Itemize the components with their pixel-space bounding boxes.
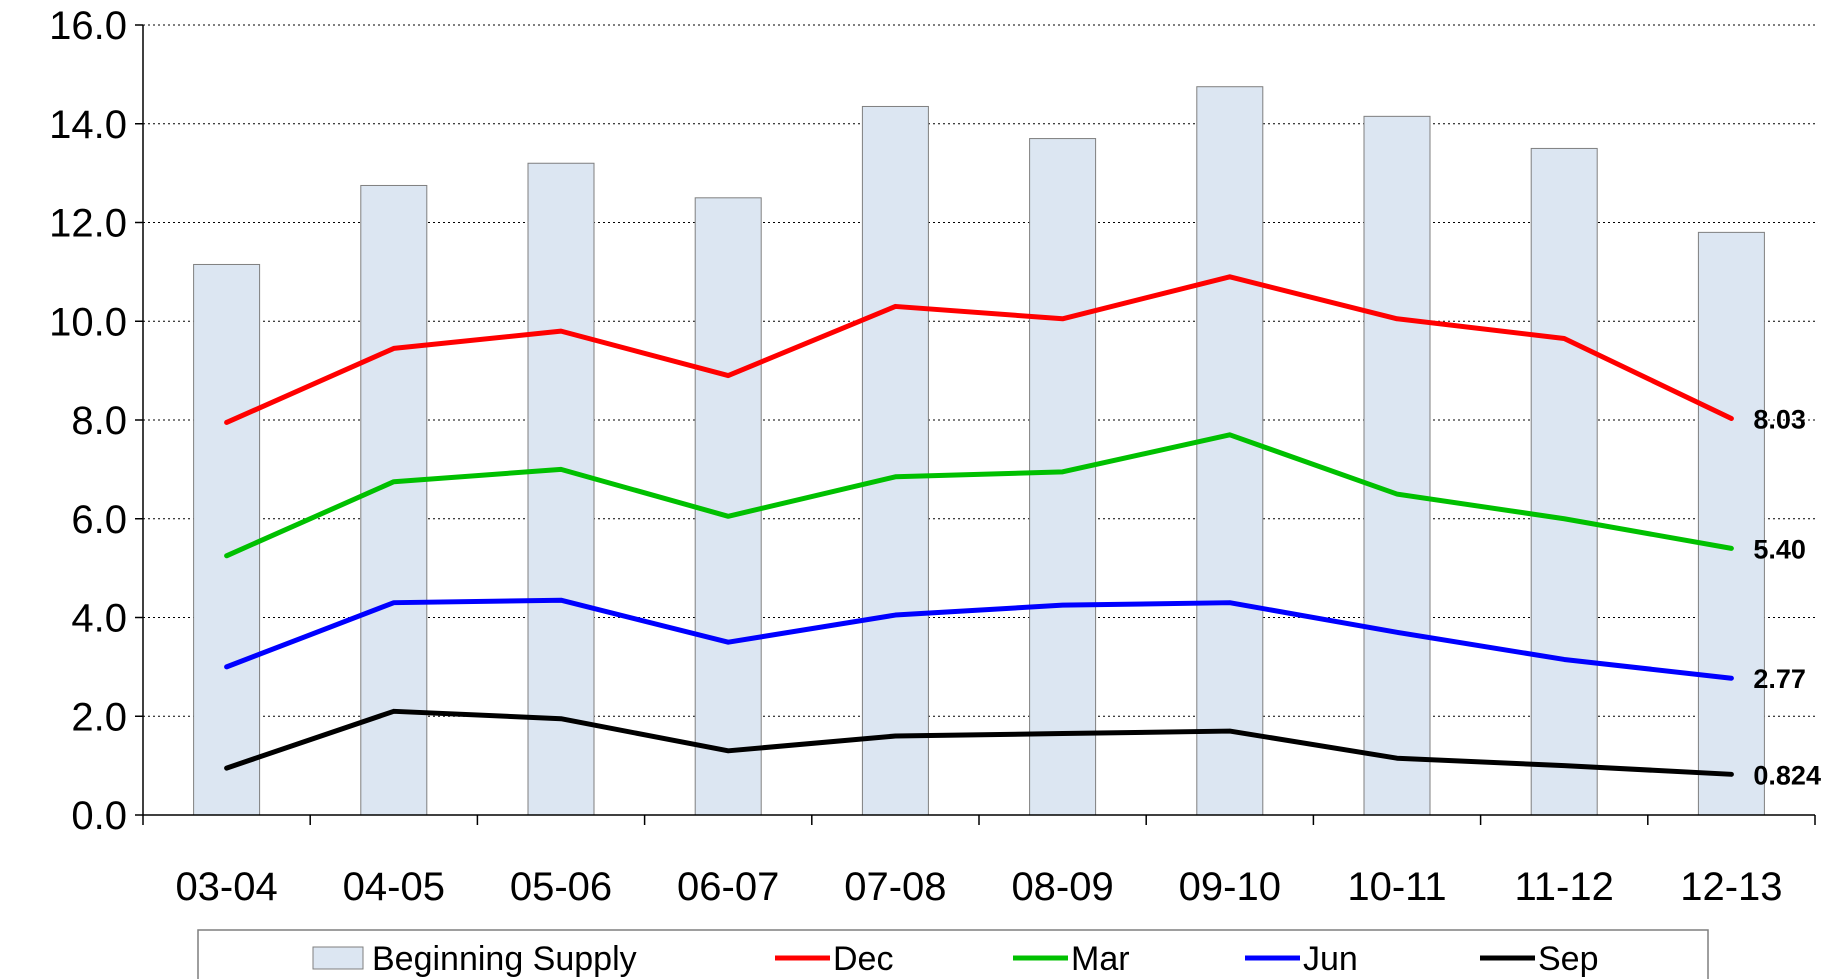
y-axis-tick-labels: 0.0 2.0 4.0 6.0 8.0 10.0 12.0 14.0 16.0: [49, 4, 127, 838]
bar-beginning-supply: [1530, 147, 1598, 816]
line-series: [224, 274, 1734, 777]
y-tick-label: 4.0: [71, 597, 127, 641]
grid-lines: [143, 24, 1815, 717]
end-label-mar: 5.40: [1753, 534, 1806, 564]
y-tick-label: 14.0: [49, 103, 127, 147]
legend-label-dec: Dec: [833, 940, 893, 978]
x-tick-label: 08-09: [1011, 865, 1113, 909]
bar-beginning-supply: [1196, 86, 1264, 816]
x-tick-label: 07-08: [844, 865, 946, 909]
y-tick-label: 8.0: [71, 399, 127, 443]
y-tick-label: 2.0: [71, 695, 127, 739]
line-dec: [224, 274, 1734, 425]
bar-beginning-supply: [193, 263, 261, 816]
x-tick-label: 12-13: [1680, 865, 1782, 909]
legend-label-sep: Sep: [1538, 940, 1599, 978]
line-sep: [224, 708, 1734, 777]
x-tick-label: 11-12: [1515, 865, 1614, 909]
legend-label-mar: Mar: [1071, 940, 1130, 978]
y-tick-label: 6.0: [71, 498, 127, 542]
x-axis-tick-labels: 03-04 04-05 05-06 06-07 07-08 08-09 09-10 10-11…: [175, 865, 1782, 909]
end-label-dec: 8.03: [1753, 405, 1806, 435]
bar-beginning-supply: [1029, 138, 1097, 816]
y-tick-label: 16.0: [49, 4, 127, 48]
y-tick-label: 0.0: [71, 794, 127, 838]
x-tick-label: 05-06: [510, 865, 612, 909]
bar-beginning-supply: [861, 105, 929, 816]
end-label-jun: 2.77: [1753, 664, 1806, 694]
legend-swatch-beginning-supply: [312, 946, 364, 970]
x-tick-label: 10-11: [1347, 865, 1446, 909]
line-mar: [224, 432, 1734, 559]
x-tick-label: 09-10: [1179, 865, 1281, 909]
x-tick-label: 04-05: [343, 865, 445, 909]
y-tick-label: 12.0: [49, 202, 127, 246]
bar-beginning-supply: [1697, 231, 1765, 816]
legend-label-beginning-supply: Beginning Supply: [372, 940, 637, 978]
legend-box: [197, 929, 1709, 979]
x-tick-label: 03-04: [175, 865, 277, 909]
y-tick-label: 10.0: [49, 300, 127, 344]
legend: Beginning Supply Dec Mar Jun Sep: [197, 929, 1709, 979]
bar-series-beginning-supply: [193, 86, 1765, 816]
series-end-labels: 8.03 5.40 2.77 0.824: [1753, 405, 1821, 791]
bar-beginning-supply: [694, 197, 762, 816]
line-jun: [224, 597, 1734, 681]
x-tick-label: 06-07: [677, 865, 779, 909]
axes: [135, 24, 1816, 825]
bar-beginning-supply: [1363, 115, 1431, 816]
end-label-sep: 0.824: [1753, 760, 1821, 790]
legend-label-jun: Jun: [1303, 940, 1358, 978]
